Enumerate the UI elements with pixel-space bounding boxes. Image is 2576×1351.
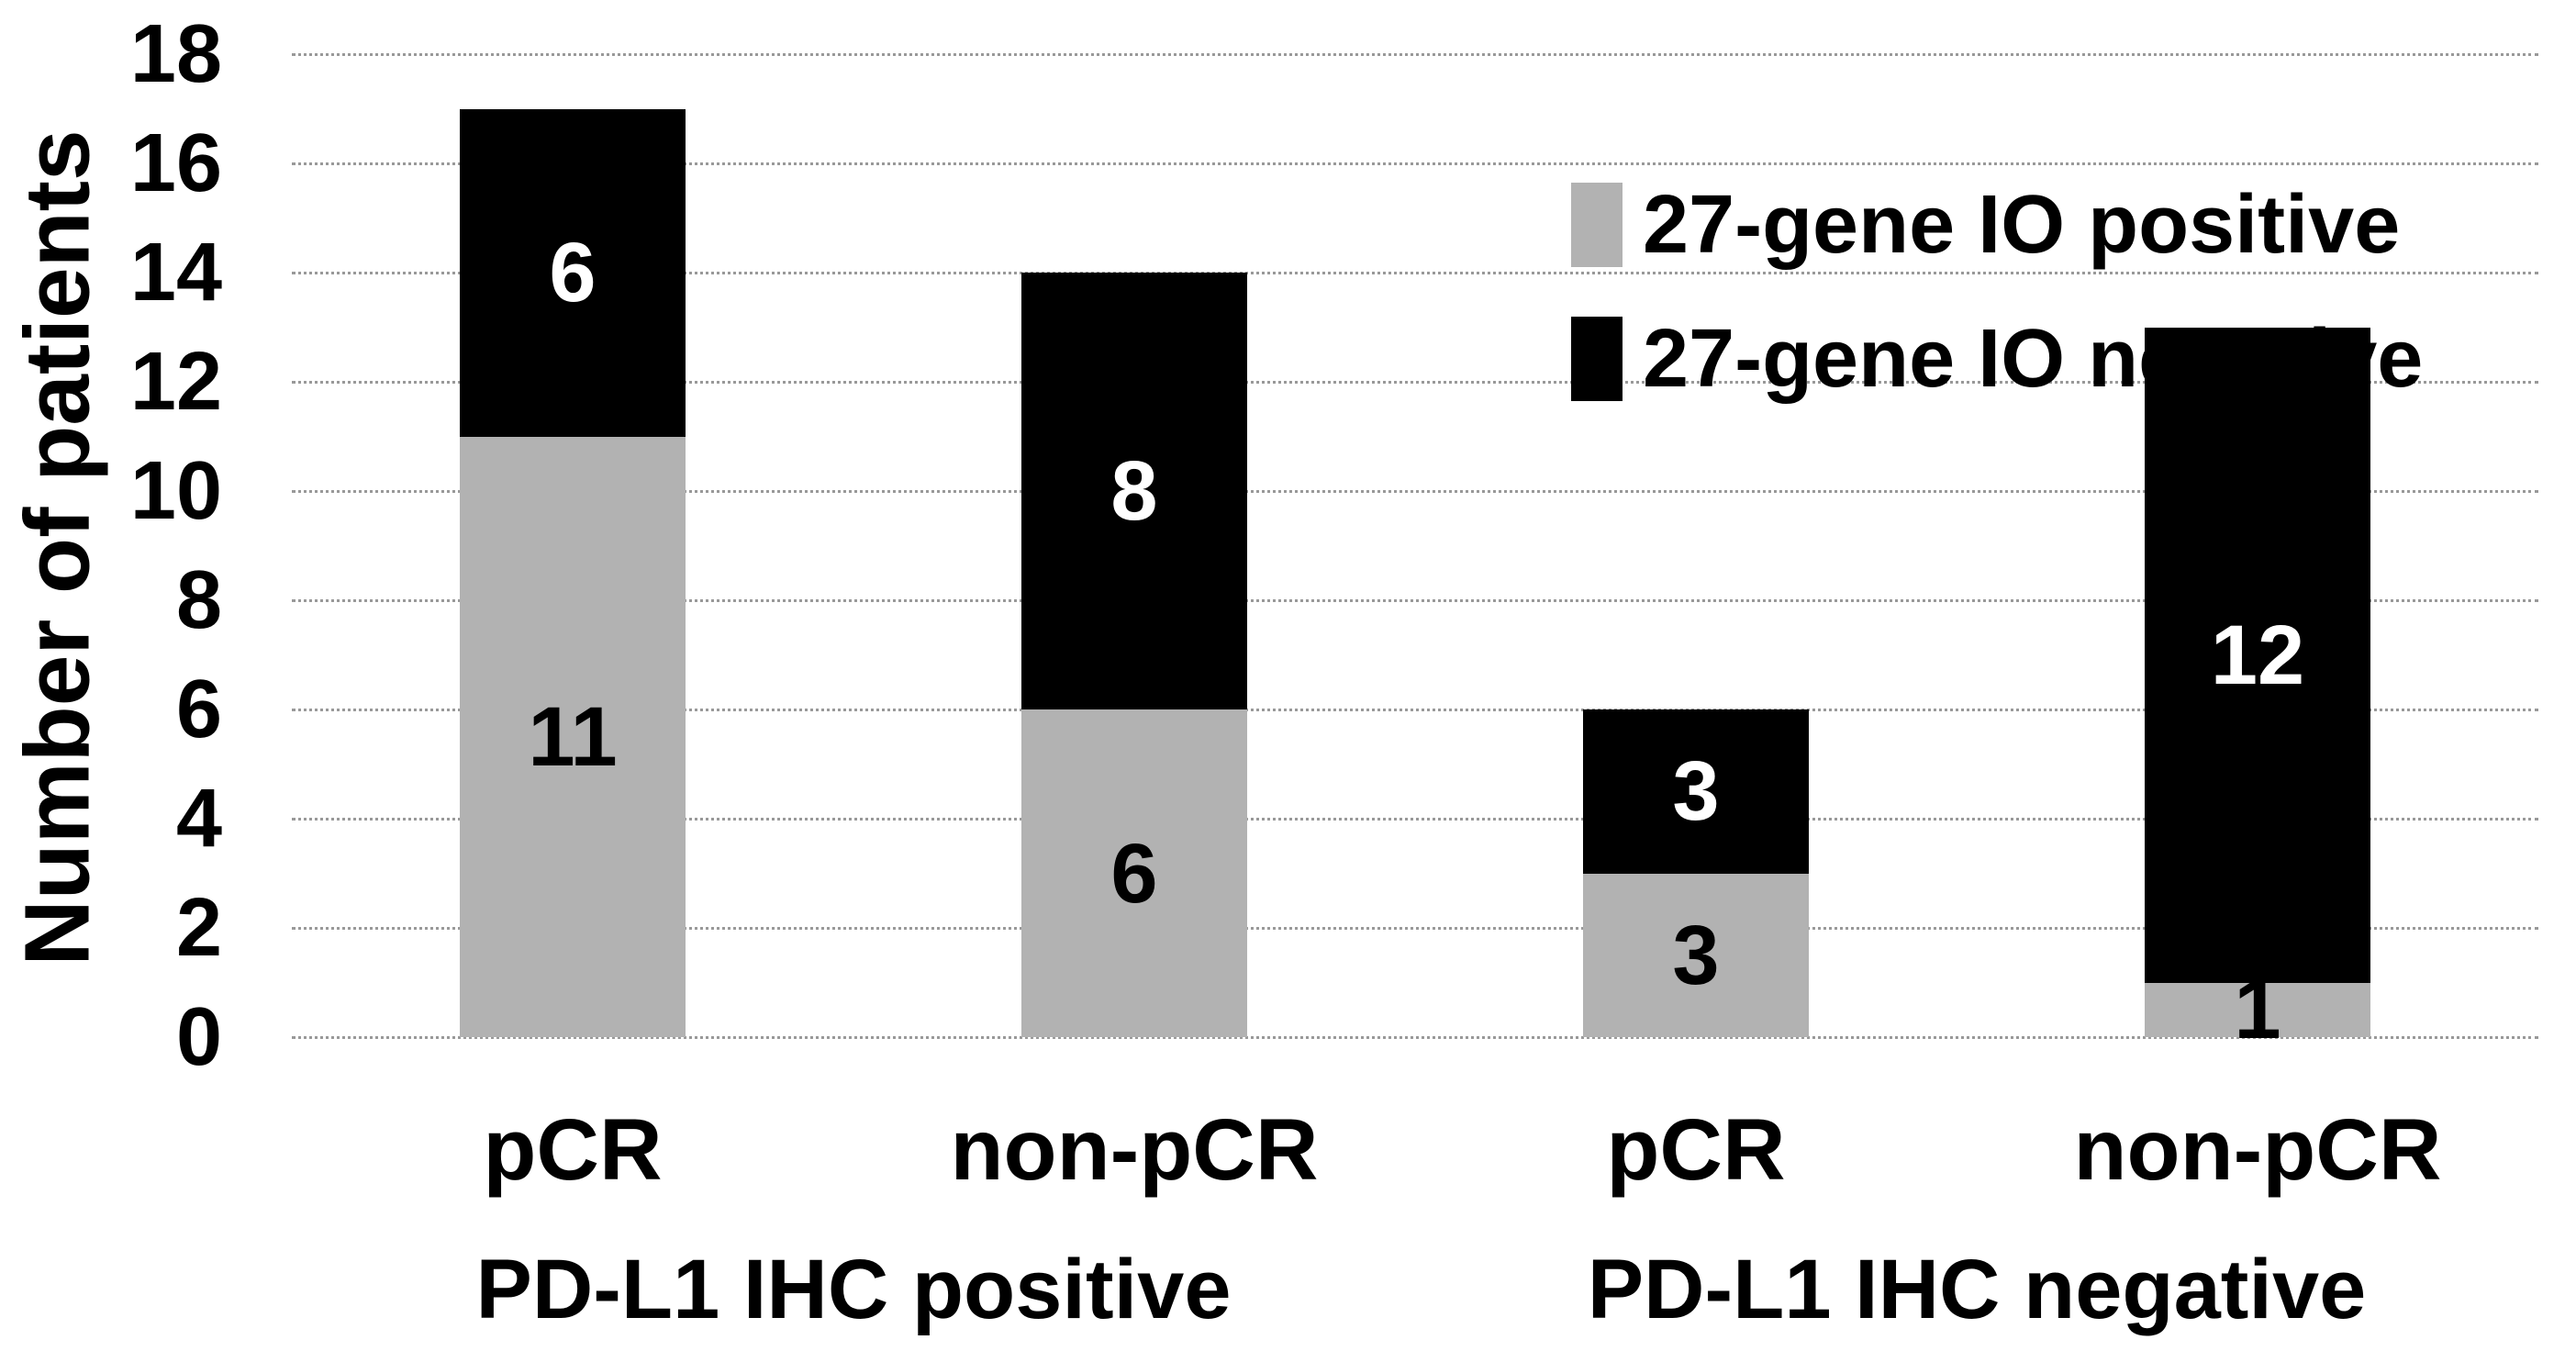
legend-item-io-positive: 27-gene IO positive bbox=[1571, 158, 2423, 292]
legend-label-io-positive: 27-gene IO positive bbox=[1643, 178, 2401, 271]
bar-2-label-io-negative: 3 bbox=[1672, 744, 1720, 839]
y-tick-label-18: 18 bbox=[129, 8, 222, 100]
gridline-y-16 bbox=[292, 162, 2538, 165]
bar-1-label-io-positive: 6 bbox=[1110, 826, 1158, 921]
category-label-2: pCR bbox=[1606, 1101, 1786, 1199]
y-tick-label-0: 0 bbox=[175, 991, 222, 1083]
bar-3-label-io-positive: 1 bbox=[2234, 963, 2281, 1057]
y-tick-label-10: 10 bbox=[129, 445, 222, 537]
gridline-y-8 bbox=[292, 598, 2538, 602]
bar-2-label-io-positive: 3 bbox=[1672, 908, 1720, 1002]
y-tick-label-4: 4 bbox=[175, 773, 222, 865]
bar-2-segment-io-negative bbox=[1583, 709, 1809, 874]
bar-1-label-io-negative: 8 bbox=[1110, 444, 1158, 538]
bar-1-segment-io-negative bbox=[1021, 273, 1247, 709]
y-tick-label-12: 12 bbox=[129, 336, 222, 428]
category-label-3: non-pCR bbox=[2073, 1101, 2442, 1199]
bar-0-label-io-negative: 6 bbox=[549, 226, 597, 319]
bar-3-segment-io-positive bbox=[2145, 982, 2370, 1037]
gridline-y-0 bbox=[292, 1035, 2538, 1039]
bar-0-label-io-positive: 11 bbox=[528, 689, 618, 784]
gridline-y-6 bbox=[292, 708, 2538, 711]
bar-3-label-io-negative: 12 bbox=[2210, 608, 2305, 702]
y-tick-label-8: 8 bbox=[175, 554, 222, 646]
legend-swatch-io-negative bbox=[1571, 317, 1623, 401]
gridline-y-10 bbox=[292, 489, 2538, 493]
gridline-y-4 bbox=[292, 817, 2538, 821]
y-tick-label-16: 16 bbox=[129, 117, 222, 209]
group-label-0: PD-L1 IHC positive bbox=[475, 1243, 1232, 1336]
y-tick-label-14: 14 bbox=[129, 227, 222, 318]
legend-label-io-negative: 27-gene IO negative bbox=[1643, 312, 2424, 405]
bar-0-segment-io-negative bbox=[460, 108, 686, 437]
category-label-1: non-pCR bbox=[950, 1101, 1319, 1199]
category-label-0: pCR bbox=[483, 1101, 663, 1199]
legend: 27-gene IO positive 27-gene IO negative bbox=[1571, 158, 2423, 426]
y-tick-label-6: 6 bbox=[175, 664, 222, 755]
bar-1-segment-io-positive bbox=[1021, 709, 1247, 1037]
gridline-y-18 bbox=[292, 52, 2538, 56]
y-tick-label-2: 2 bbox=[175, 882, 222, 974]
bar-0-segment-io-positive bbox=[460, 436, 686, 1037]
bar-3-segment-io-negative bbox=[2145, 327, 2370, 983]
group-label-1: PD-L1 IHC negative bbox=[1587, 1243, 2367, 1336]
bar-2-segment-io-positive bbox=[1583, 873, 1809, 1037]
gridline-y-2 bbox=[292, 926, 2538, 930]
legend-item-io-negative: 27-gene IO negative bbox=[1571, 292, 2423, 426]
gridline-y-14 bbox=[292, 271, 2538, 274]
gridline-y-12 bbox=[292, 380, 2538, 384]
legend-swatch-io-positive bbox=[1571, 183, 1623, 267]
